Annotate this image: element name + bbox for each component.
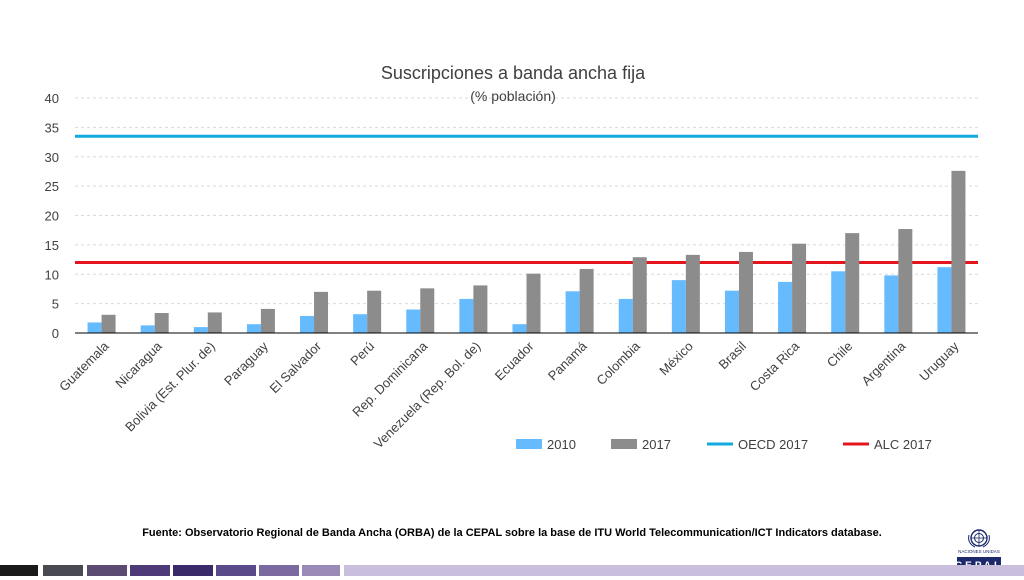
- legend-swatch: [516, 439, 542, 449]
- footer-block: [259, 565, 299, 576]
- bar-2010: [459, 298, 474, 333]
- footer-block: [0, 565, 38, 576]
- bar-2010: [831, 271, 846, 333]
- y-tick-label: 20: [45, 209, 59, 224]
- bar-2017: [314, 291, 329, 333]
- bar-2010: [778, 281, 793, 333]
- bar-2017: [792, 243, 807, 333]
- bar-2010: [140, 325, 155, 333]
- reference-lines: [75, 134, 978, 264]
- x-tick-label: Uruguay: [916, 338, 962, 384]
- x-tick-label: Argentina: [858, 338, 909, 389]
- footer-color-bar: [0, 565, 1024, 576]
- bar-2017: [420, 288, 435, 333]
- chart-title: Suscripciones a banda ancha fija: [381, 63, 646, 83]
- x-tick-label: México: [656, 339, 696, 379]
- bar-2010: [618, 298, 633, 333]
- bar-2017: [579, 268, 594, 333]
- bar-2017: [367, 290, 382, 333]
- legend: 2010 2017 OECD 2017 ALC 2017: [516, 437, 932, 452]
- bar-2010: [565, 291, 580, 333]
- x-tick-label: Brasil: [715, 338, 749, 372]
- x-tick-label: Paraguay: [221, 338, 271, 388]
- footer-block: [43, 565, 83, 576]
- bar-2017: [154, 313, 169, 333]
- x-tick-label: El Salvador: [267, 338, 325, 396]
- bar-2017: [738, 251, 753, 333]
- bar-2010: [724, 290, 739, 333]
- footer-block: [173, 565, 213, 576]
- x-tick-label: Panamá: [545, 338, 590, 383]
- y-axis-ticks: 0 5 10 15 20 25 30 35 40: [45, 91, 59, 341]
- source-note: Fuente: Observatorio Regional de Banda A…: [142, 527, 882, 539]
- footer-block: [87, 565, 127, 576]
- x-tick-label: Guatemala: [56, 338, 112, 394]
- x-tick-label: Venezuela (Rep. Bol. de): [371, 339, 484, 452]
- bar-2010: [937, 267, 952, 333]
- legend-label: 2017: [642, 437, 671, 452]
- bar-2010: [884, 275, 899, 333]
- legend-label: OECD 2017: [738, 437, 808, 452]
- bar-2010: [87, 322, 102, 333]
- bar-2010: [671, 280, 686, 333]
- legend-label: ALC 2017: [874, 437, 932, 452]
- bar-chart: 0 5 10 15 20 25 30 35 40 Guatemala NicaraguaBoliv…: [45, 63, 978, 452]
- bar-2010: [300, 315, 315, 333]
- footer-block: [216, 565, 256, 576]
- y-tick-label: 40: [45, 91, 59, 106]
- y-tick-label: 5: [52, 297, 59, 312]
- bar-2017: [207, 312, 222, 333]
- bar-2017: [526, 273, 541, 333]
- chart-subtitle: (% población): [470, 88, 556, 104]
- bar-2017: [632, 257, 647, 333]
- bar-2017: [101, 314, 116, 333]
- legend-swatch: [611, 439, 637, 449]
- y-tick-label: 25: [45, 179, 59, 194]
- footer-block: [344, 565, 1024, 576]
- bar-2017: [898, 229, 913, 333]
- bar-2010: [353, 314, 368, 333]
- x-tick-label: Chile: [824, 339, 856, 371]
- bar-2017: [260, 308, 275, 333]
- bars: [87, 170, 966, 333]
- x-tick-label: Ecuador: [492, 338, 537, 383]
- bar-2010: [512, 324, 527, 333]
- y-tick-label: 35: [45, 120, 59, 135]
- y-tick-label: 10: [45, 267, 59, 282]
- footer-block: [302, 565, 340, 576]
- y-tick-label: 15: [45, 238, 59, 253]
- y-tick-label: 0: [52, 326, 59, 341]
- bar-2010: [406, 309, 421, 333]
- bar-2017: [951, 170, 966, 333]
- gridlines: [75, 97, 978, 305]
- y-tick-label: 30: [45, 150, 59, 165]
- bar-2017: [473, 285, 488, 333]
- x-tick-label: Costa Rica: [747, 338, 803, 394]
- x-tick-label: Nicaragua: [112, 338, 165, 391]
- logo-caption: NACIONES UNIDAS: [958, 549, 1000, 554]
- bar-2017: [845, 233, 860, 333]
- bar-2010: [193, 327, 208, 333]
- x-tick-label: Bolivia (Est. Plur. de): [122, 339, 218, 435]
- legend-label: 2010: [547, 437, 576, 452]
- x-tick-label: Perú: [347, 339, 377, 369]
- footer-block: [130, 565, 170, 576]
- bar-2010: [246, 324, 261, 333]
- bar-2017: [685, 254, 700, 333]
- x-tick-label: Colombia: [593, 338, 643, 388]
